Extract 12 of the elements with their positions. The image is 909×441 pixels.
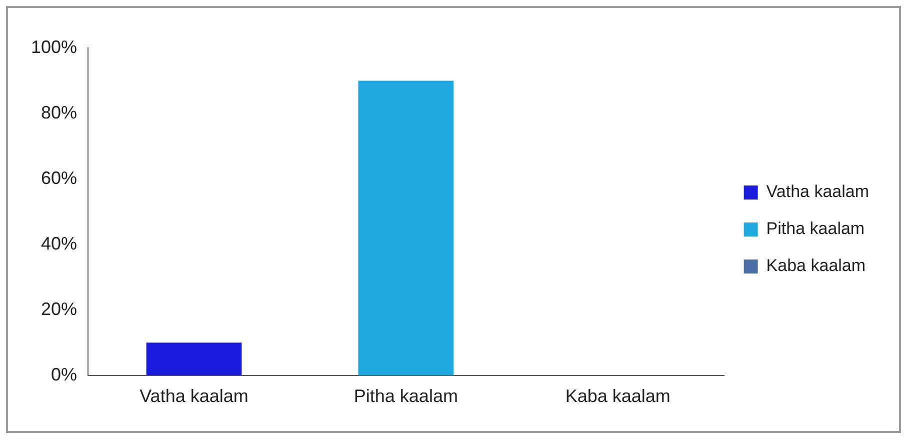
y-tick-label: 20% (41, 298, 78, 319)
x-tick-label: Kaba kaalam (565, 386, 670, 406)
y-tick-label: 0% (51, 364, 78, 384)
y-tick-label: 100% (30, 36, 78, 57)
y-tick-label: 80% (41, 102, 78, 122)
legend-label: Kaba kaalam (766, 256, 866, 276)
legend-label: Vatha kaalam (766, 182, 870, 202)
y-tick-label: 60% (41, 168, 78, 188)
x-tick-label: Vatha kaalam (140, 386, 248, 406)
x-tick-label: Pitha kaalam (354, 386, 458, 406)
y-tick-label: 40% (41, 233, 78, 254)
legend-label: Pitha kaalam (766, 219, 865, 238)
